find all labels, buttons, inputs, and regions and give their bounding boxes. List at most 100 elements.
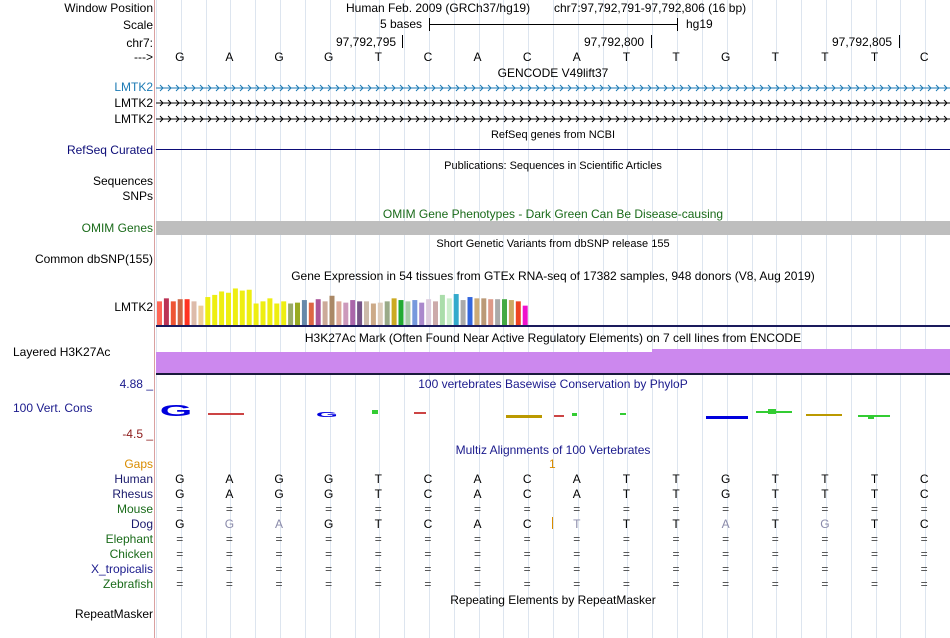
strand-chevron (671, 84, 676, 92)
gtex-bar[interactable] (308, 302, 314, 325)
gtex-bar[interactable] (405, 301, 411, 325)
gtex-track-label[interactable]: LMTK2 (114, 300, 153, 314)
gtex-bar[interactable] (419, 302, 425, 325)
gtex-bar[interactable] (329, 295, 335, 325)
gtex-bar[interactable] (488, 299, 494, 325)
gencode-track-label-3[interactable]: LMTK2 (114, 112, 153, 126)
gencode-track-label-2[interactable]: LMTK2 (114, 96, 153, 110)
gtex-bar[interactable] (439, 294, 445, 325)
gtex-bar[interactable] (453, 294, 459, 325)
refseq-track-label[interactable]: RefSeq Curated (66, 143, 153, 157)
strand-chevron (807, 84, 812, 92)
align-base-mouse: = (573, 502, 581, 516)
strand-chevron (671, 115, 676, 123)
gtex-bar[interactable] (370, 303, 376, 326)
gencode-track-label[interactable]: LMTK2 (114, 80, 153, 94)
track-image-area[interactable]: Human Feb. 2009 (GRCh37/hg19) chr7:97,79… (156, 0, 950, 638)
refseq-gene-line[interactable] (156, 149, 950, 150)
gtex-bar[interactable] (253, 303, 259, 326)
gtex-bar[interactable] (170, 301, 176, 325)
strand-chevron (719, 84, 724, 92)
cons-track-label[interactable]: 100 Vert. Cons (13, 401, 93, 415)
gtex-bar[interactable] (267, 298, 273, 325)
h3k27-track-label[interactable]: Layered H3K27Ac (13, 345, 111, 359)
gtex-bar[interactable] (515, 301, 521, 325)
gtex-bar-chart[interactable] (156, 282, 950, 328)
align-base-mouse: = (622, 502, 630, 516)
sequences-track-label[interactable]: Sequences (92, 174, 153, 188)
gtex-bar[interactable] (481, 298, 487, 325)
gtex-bar[interactable] (232, 288, 238, 325)
gtex-bar[interactable] (343, 302, 349, 325)
gtex-bar[interactable] (260, 301, 266, 325)
gtex-bar[interactable] (467, 297, 473, 325)
strand-chevron (367, 99, 372, 107)
strand-chevron (487, 115, 492, 123)
gtex-bar[interactable] (508, 300, 514, 325)
align-base-dog: A (275, 517, 284, 531)
gtex-bar[interactable] (239, 290, 245, 325)
gtex-bar[interactable] (226, 292, 231, 325)
gtex-bar[interactable] (502, 299, 507, 325)
gtex-bar[interactable] (426, 299, 432, 325)
align-base-rhesus: T (771, 487, 779, 501)
gtex-bar[interactable] (495, 299, 501, 325)
h3k27-signal-low[interactable] (156, 352, 652, 373)
gtex-bar[interactable] (315, 299, 321, 325)
gtex-bar[interactable] (474, 298, 480, 325)
align-base-zebrafish: = (771, 577, 779, 591)
window-position-label: Window Position (64, 1, 153, 15)
snps-track-label[interactable]: SNPs (122, 189, 153, 203)
strand-chevron (903, 84, 908, 92)
gtex-bar[interactable] (336, 301, 342, 325)
gtex-bar[interactable] (281, 301, 287, 325)
strand-chevron (943, 115, 948, 123)
phylop-conservation-logo[interactable]: G G (156, 398, 950, 426)
strand-chevron (399, 84, 404, 92)
omim-feature-bar[interactable] (156, 221, 950, 235)
align-base-mouse: = (821, 502, 829, 516)
gridline (355, 0, 356, 638)
repeatmasker-track-label[interactable]: RepeatMasker (74, 607, 153, 621)
strand-chevron (799, 115, 804, 123)
gtex-bar[interactable] (274, 303, 280, 326)
gtex-bar[interactable] (350, 300, 356, 325)
gtex-bar[interactable] (322, 301, 328, 325)
gtex-bar[interactable] (364, 301, 369, 325)
align-base-zebrafish: = (871, 577, 879, 591)
gtex-bar[interactable] (157, 301, 162, 325)
gtex-bar[interactable] (412, 300, 418, 325)
strand-chevron (663, 84, 668, 92)
gtex-bar[interactable] (288, 303, 294, 326)
gaps-label: Gaps (124, 457, 153, 471)
gtex-bar[interactable] (391, 298, 397, 325)
strand-chevron (847, 84, 852, 92)
dbsnp-track-label[interactable]: Common dbSNP(155) (34, 252, 153, 266)
gtex-bar[interactable] (377, 302, 383, 325)
gtex-bar[interactable] (191, 301, 197, 325)
gtex-bar[interactable] (398, 300, 404, 325)
gtex-bar[interactable] (522, 305, 528, 325)
gtex-bar[interactable] (219, 291, 225, 325)
gtex-bar[interactable] (301, 300, 307, 325)
gridline (627, 0, 628, 638)
gtex-bar[interactable] (384, 301, 390, 325)
gencode-gene-models[interactable] (156, 80, 950, 126)
gtex-bar[interactable] (433, 301, 438, 325)
gtex-bar[interactable] (295, 302, 300, 325)
omim-track-label[interactable]: OMIM Genes (81, 221, 153, 235)
gtex-bar[interactable] (357, 301, 363, 325)
gtex-bar[interactable] (205, 297, 211, 325)
strand-chevron (863, 84, 868, 92)
gtex-bar[interactable] (198, 305, 204, 325)
gtex-bar[interactable] (177, 299, 183, 325)
gtex-bar[interactable] (163, 298, 169, 325)
align-base-elephant: = (275, 532, 283, 546)
gtex-bar[interactable] (460, 300, 466, 325)
gtex-bar[interactable] (246, 289, 252, 325)
gtex-bar[interactable] (446, 298, 452, 325)
strand-chevron (447, 99, 452, 107)
gtex-bar[interactable] (184, 299, 190, 325)
h3k27-signal-high[interactable] (652, 349, 950, 373)
gtex-bar[interactable] (212, 294, 218, 325)
